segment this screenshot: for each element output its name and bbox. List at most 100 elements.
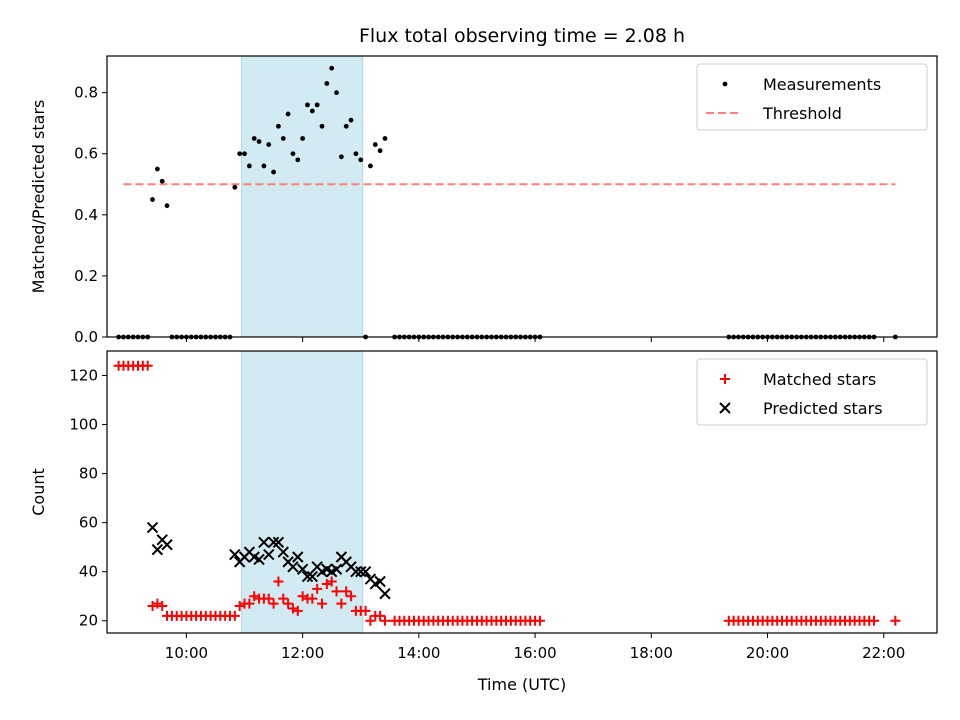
data-point	[229, 548, 241, 561]
series-matched-stars	[113, 360, 901, 626]
data-point	[296, 563, 309, 575]
x-tick-label: 22:00	[862, 644, 905, 662]
legend-label: Matched stars	[763, 370, 876, 389]
y-tick-label: 120	[69, 367, 98, 385]
top-panel: 0.0 0.2 0.4 0.6 0.8 Matched/Predicted stars Me…	[29, 55, 938, 346]
data-point	[330, 563, 343, 575]
data-point	[334, 90, 339, 96]
x-tick-label: 18:00	[630, 644, 673, 662]
legend-marker	[722, 81, 728, 87]
data-point	[374, 575, 386, 588]
y-tick-label: 0.4	[74, 206, 98, 224]
y-tick-label: 0.2	[74, 267, 98, 285]
y-tick-label: 20	[79, 612, 98, 630]
data-point	[372, 142, 378, 147]
y-tick-label: 60	[79, 514, 98, 532]
data-point	[242, 151, 247, 157]
data-point	[292, 551, 304, 563]
y-tick-label: 0.6	[74, 145, 98, 163]
data-point	[159, 178, 165, 184]
data-point	[261, 163, 267, 169]
data-point	[309, 108, 315, 114]
data-point	[283, 598, 294, 609]
legend-label: Threshold	[762, 104, 842, 123]
y-axis-label: Matched/Predicted stars	[29, 100, 48, 294]
data-point	[229, 610, 240, 621]
data-point	[534, 615, 545, 626]
shaded-region	[241, 350, 364, 634]
data-point	[278, 593, 289, 604]
data-point	[375, 610, 386, 621]
data-point	[277, 546, 289, 558]
y-tick-label: 0.8	[74, 84, 98, 102]
bottom-panel: 20 40 60 80 100 120 10:00 12:00 14:00 16:00 18:00 2…	[29, 350, 938, 662]
data-point	[301, 570, 314, 583]
shaded-region	[241, 55, 364, 338]
data-point	[350, 565, 362, 578]
x-tick-label: 12:00	[281, 644, 324, 662]
x-axis-label: Time (UTC)	[477, 675, 566, 694]
data-point	[246, 163, 252, 169]
data-point	[251, 136, 257, 141]
data-point	[329, 65, 335, 71]
data-point	[326, 576, 337, 587]
data-point	[869, 615, 880, 626]
chart-title: Flux total observing time = 2.08 h	[359, 25, 685, 47]
data-point	[263, 593, 274, 604]
data-point	[232, 184, 238, 190]
data-point	[365, 615, 376, 626]
data-point	[343, 123, 349, 129]
data-point	[237, 151, 243, 157]
data-point	[273, 576, 284, 587]
y-tick-label: 80	[79, 465, 98, 483]
plot-frame	[106, 55, 938, 338]
data-point	[266, 142, 272, 147]
data-point	[290, 151, 296, 157]
data-point	[244, 598, 255, 609]
data-point	[287, 561, 299, 573]
data-point	[300, 136, 306, 141]
y-tick-label: 40	[79, 563, 98, 581]
legend-marker	[720, 374, 730, 384]
legend-marker	[719, 402, 731, 414]
data-point	[305, 102, 310, 108]
data-point	[317, 598, 328, 609]
data-point	[258, 536, 270, 548]
data-point	[306, 570, 319, 583]
y-tick-label: 0.0	[74, 328, 98, 346]
data-point	[331, 586, 342, 597]
data-point	[379, 588, 391, 600]
data-point	[314, 102, 320, 108]
data-point	[324, 81, 330, 86]
data-point	[164, 203, 170, 209]
data-point	[307, 593, 318, 604]
data-point	[890, 615, 901, 626]
data-point	[295, 157, 301, 163]
data-point	[358, 157, 364, 163]
data-point	[280, 136, 286, 141]
legend-box	[696, 358, 928, 426]
data-point	[253, 553, 265, 566]
data-point	[360, 605, 371, 616]
data-point	[271, 169, 276, 175]
data-point	[359, 565, 372, 578]
data-point	[341, 586, 352, 597]
y-axis-label: Count	[29, 468, 48, 516]
data-point	[292, 605, 303, 616]
data-point	[355, 565, 367, 578]
data-point	[267, 536, 280, 548]
data-point	[382, 136, 388, 141]
x-tick-label: 14:00	[397, 644, 440, 662]
data-point	[285, 111, 291, 117]
legend-label: Predicted stars	[763, 399, 883, 418]
data-point	[256, 139, 262, 144]
data-point	[379, 615, 390, 626]
legend: Matched stars Predicted stars	[696, 358, 928, 426]
legend-box	[696, 63, 928, 131]
legend: Measurements Threshold	[696, 63, 928, 131]
data-point	[348, 117, 354, 123]
data-point	[338, 154, 344, 160]
data-point	[263, 548, 275, 561]
data-point	[150, 197, 155, 202]
